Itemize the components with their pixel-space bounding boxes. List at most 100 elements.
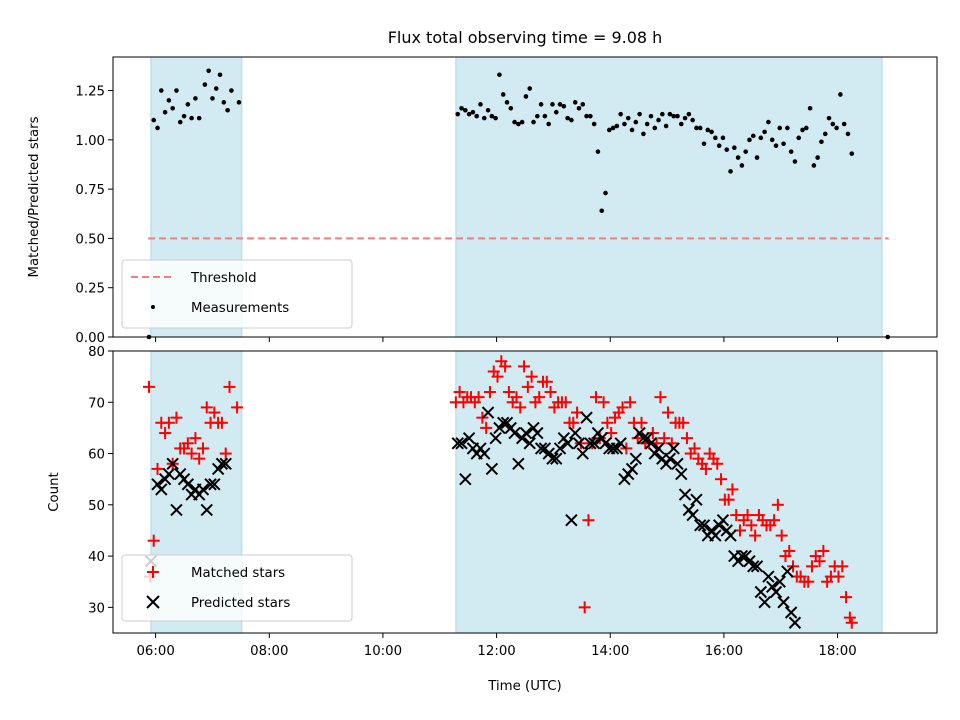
predicted-stars-point [546,452,559,465]
matched-stars-point [200,401,213,414]
measurement-point [474,113,479,119]
predicted-stars-point [478,447,491,460]
matched-stars-point [185,447,198,460]
measurement-point [519,119,525,125]
predicted-stars-point [534,442,548,455]
count-y-axis-label: Count [47,472,62,512]
ratio-y-axis-label: Matched/Predicted stars [27,116,42,277]
measurement-point [455,111,461,117]
predicted-stars-point [629,452,643,465]
measurement-point [553,109,559,115]
measurement-point [463,107,468,113]
top-y-tick-label: 0.00 [75,331,105,346]
predicted-stars-point [489,431,502,445]
bot-observing-interval-1 [455,350,883,634]
predicted-stars-point [769,585,783,599]
matched-stars-point [514,401,527,414]
x-tick-label: 12:00 [477,644,515,659]
predicted-stars-point [481,406,495,419]
measurement-point [546,121,551,127]
predicted-stars-point [694,519,707,532]
measurement-point [527,86,533,91]
matched-stars-point [597,396,610,409]
measurement-point [637,111,642,117]
matched-stars-point [208,406,221,419]
measurement-point [815,155,820,160]
measurement-point [185,102,191,107]
measurement-point [826,115,832,121]
top-y-tick-label: 0.50 [75,232,105,247]
predicted-stars-point [678,488,692,501]
measurement-point [542,113,548,119]
predicted-stars-point [652,442,665,455]
matched-stars-point [567,416,580,429]
predicted-stars-point [155,483,168,496]
measurement-point [705,127,711,133]
measurement-point [603,190,608,196]
matched-stars-point [662,406,675,419]
matched-stars-point [231,401,244,414]
matched-stars-point [590,391,603,404]
x-tick-label: 10:00 [364,644,402,659]
matched-stars-point [624,396,637,409]
predicted-stars-point [637,431,650,445]
predicted-stars-point [208,478,221,491]
measurement-point [595,149,601,154]
ratio-legend: Threshold Measurements [121,259,353,329]
measurement-point [758,135,764,141]
predicted-stars-point [572,437,586,450]
predicted-stars-point [777,596,790,609]
matched-stars-point [582,514,595,527]
matched-stars-point [843,611,856,624]
predicted-stars-point [568,426,582,440]
ratio-plot-frame [112,56,938,338]
predicted-stars-point [580,411,593,424]
count-legend: Matched stars Predicted stars [121,554,353,622]
measurement-point [550,102,555,107]
measurement-point [599,208,605,214]
matched-stars-point [196,442,209,455]
measurement-point [830,121,836,127]
x-axis-label: Time (UTC) [487,679,562,694]
matched-stars-point [726,483,739,496]
predicted-stars-point [455,437,468,450]
matched-stars-point [722,493,735,506]
predicted-stars-point [716,513,730,527]
matched-stars-point [805,560,818,573]
matched-stars-point [715,473,728,486]
measurement-point [694,125,699,131]
matched-stars-point [147,534,160,547]
measurement-point [225,107,230,113]
measurement-point [785,125,790,131]
measurement-point [747,137,752,143]
measurement-point [489,113,495,119]
matched-stars-point [768,514,781,527]
measurement-point [174,88,179,93]
top-y-tick-label: 1.00 [75,134,105,149]
matched-stars-point [745,519,758,532]
measurement-point [675,113,680,119]
measurement-point [151,117,157,123]
measurement-point [561,103,567,109]
predicted-stars-point [215,457,229,471]
predicted-stars-point [750,560,764,573]
measurement-point [485,107,491,113]
matched-stars-point [159,427,172,440]
matched-stars-point [813,555,826,568]
measurement-point [459,105,464,111]
measurement-point [660,111,665,117]
measurement-point [512,119,517,125]
measurement-point [606,127,612,133]
measurement-point [709,129,714,135]
measurement-point [728,169,733,174]
matched-stars-point [741,509,754,522]
matched-stars-point [783,544,796,557]
measurement-point [690,117,695,123]
matched-stars-point [162,416,175,429]
predicted-legend-label: Predicted stars [191,596,290,611]
measurement-point [822,131,828,137]
matched-stars-point [525,370,538,383]
measurement-point [803,125,809,131]
bot-y-tick-label: 50 [88,499,105,514]
predicted-stars-point [758,596,771,609]
